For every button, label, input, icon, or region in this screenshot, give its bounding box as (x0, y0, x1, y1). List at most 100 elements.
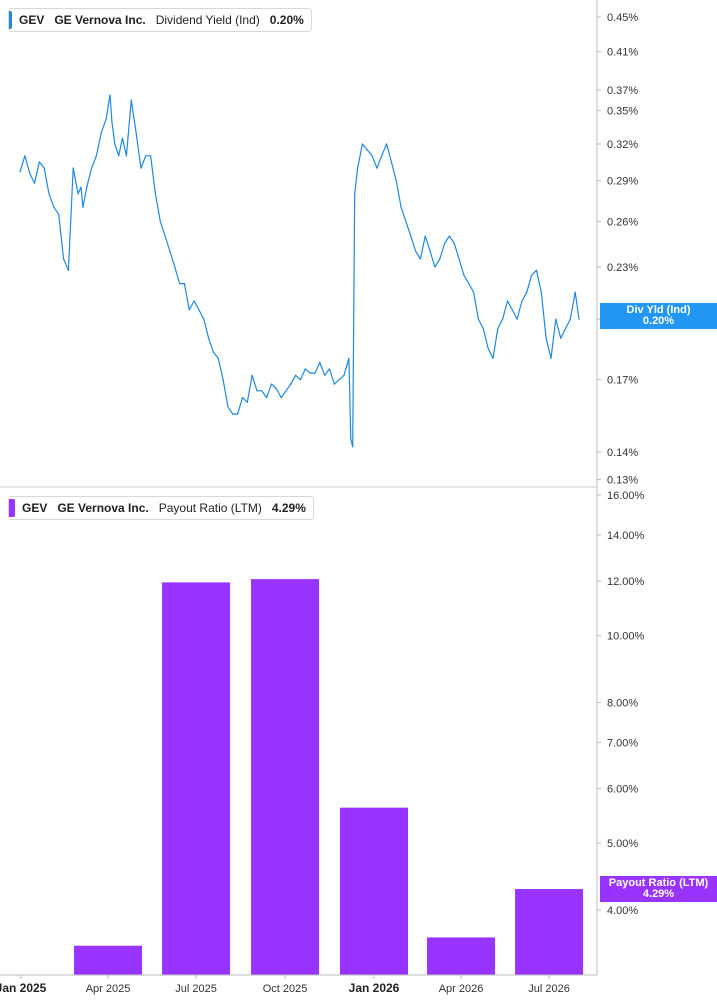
bottom-panel (74, 579, 584, 975)
dividend-yield-point (482, 327, 484, 330)
dividend-yield-point (100, 131, 102, 134)
yield-y-tick-label: 0.45% (607, 12, 638, 24)
dividend-yield-point (419, 258, 422, 260)
dividend-yield-point (179, 283, 181, 285)
x-tick-label: Jul 2025 (175, 983, 217, 995)
dividend-yield-point (270, 383, 273, 385)
dividend-yield-point (43, 167, 45, 169)
dividend-yield-point (463, 274, 465, 276)
dividend-yield-point (578, 318, 580, 320)
dividend-yield-point (424, 235, 426, 237)
dividend-yield-point (114, 143, 116, 145)
dividend-yield-point (154, 193, 157, 195)
dividend-yield-point (183, 283, 186, 285)
payout-y-tick-label: 12.00% (607, 576, 645, 588)
dividend-yield-point (203, 318, 205, 320)
dividend-yield-point (354, 193, 356, 195)
dividend-yield-point (560, 337, 562, 339)
yield-badge-label: Div Yld (Ind) (626, 304, 691, 316)
top-legend-metric: Dividend Yield (Ind) (155, 13, 260, 27)
dividend-yield-point (458, 258, 460, 260)
dividend-yield-point (328, 368, 331, 370)
dividend-yield-point (38, 161, 40, 163)
dividend-yield-point (395, 180, 397, 182)
dividend-yield-point (473, 291, 475, 293)
dividend-yield-point (193, 300, 195, 302)
dividend-yield-point (540, 291, 542, 293)
yield-legend-swatch (9, 11, 12, 29)
dividend-yield-point (453, 242, 455, 245)
dividend-yield-point (237, 413, 239, 415)
dividend-yield-point (439, 258, 441, 260)
dividend-yield-point (222, 379, 224, 381)
payout-y-tick-label: 5.00% (607, 838, 638, 850)
yield-y-tick-label: 0.26% (607, 216, 638, 228)
dividend-yield-point (24, 155, 26, 157)
dividend-yield-point (72, 167, 74, 169)
yield-y-tick-label: 0.23% (607, 262, 638, 274)
dividend-yield-point (140, 167, 142, 169)
dividend-yield-point (502, 318, 504, 320)
payout-y-tick-label: 14.00% (607, 530, 645, 542)
dividend-yield-point (492, 357, 494, 359)
dividend-yield-point (164, 235, 166, 237)
top-legend-ticker: GEV (19, 13, 45, 27)
dividend-yield-point (569, 318, 571, 320)
dividend-yield-point (246, 401, 248, 403)
dividend-yield-point (521, 300, 523, 302)
x-tick-label: Oct 2025 (263, 983, 308, 995)
dividend-yield-point (545, 337, 547, 339)
bottom-legend[interactable]: GEV GE Vernova Inc. Payout Ratio (LTM) 4… (8, 496, 314, 520)
dividend-yield-point (309, 372, 311, 374)
dividend-yield-point (333, 383, 335, 385)
top-legend[interactable]: GEV GE Vernova Inc. Dividend Yield (Ind)… (8, 8, 312, 32)
payout-y-tick-label: 8.00% (607, 698, 638, 710)
dividend-yield-point (356, 167, 359, 169)
dividend-yield-point (444, 242, 446, 245)
yield-y-tick-label: 0.37% (607, 85, 638, 97)
dividend-yield-point (405, 220, 407, 222)
yield-badge-value: 0.20% (642, 315, 675, 327)
dividend-yield-point (125, 155, 128, 157)
dividend-yield-point (86, 186, 88, 188)
top-panel (19, 94, 580, 448)
dividend-yield-point (188, 309, 190, 311)
dividend-yield-point (227, 406, 229, 408)
payout-y-tick-label: 6.00% (607, 784, 638, 796)
yield-y-tick-label: 0.17% (607, 375, 638, 387)
dividend-yield-point (198, 309, 200, 311)
yield-y-tick-label: 0.14% (607, 447, 638, 459)
dividend-yield-point (352, 446, 354, 448)
dividend-yield-point (111, 120, 113, 123)
dividend-yield-point (400, 206, 402, 208)
dividend-yield-point (266, 397, 268, 399)
dividend-yield-point (535, 269, 538, 271)
dividend-yield-point (82, 206, 84, 208)
x-tick-label: Jan 2025 (0, 981, 47, 995)
dividend-yield-point (295, 374, 297, 376)
dividend-yield-point (159, 220, 161, 222)
top-legend-value: 0.20% (269, 13, 304, 27)
payout-ratio-bar (162, 582, 231, 975)
dividend-yield-point (299, 379, 302, 381)
dividend-yield-point (324, 374, 326, 376)
bottom-legend-ticker: GEV (22, 501, 48, 515)
x-tick-label: Jan 2026 (349, 981, 400, 995)
yield-y-tick-label: 0.35% (607, 106, 638, 118)
dividend-yield-point (477, 318, 480, 320)
dividend-yield-point (256, 390, 258, 392)
dividend-yield-point (208, 337, 210, 339)
dividend-yield-point (53, 206, 55, 208)
dividend-yield-point (516, 318, 518, 320)
dividend-yield-point (149, 155, 152, 157)
dividend-yield-point (130, 99, 132, 101)
dividend-yield-point (232, 413, 234, 415)
payout-ratio-bar (340, 807, 408, 975)
payout-y-tick-label: 4.00% (607, 905, 638, 917)
dividend-yield-point (348, 357, 350, 359)
payout-ratio-bar (427, 937, 496, 975)
dividend-yield-point (314, 372, 316, 374)
payout-ratio-bar (74, 945, 143, 975)
dividend-yield-point (366, 149, 368, 151)
